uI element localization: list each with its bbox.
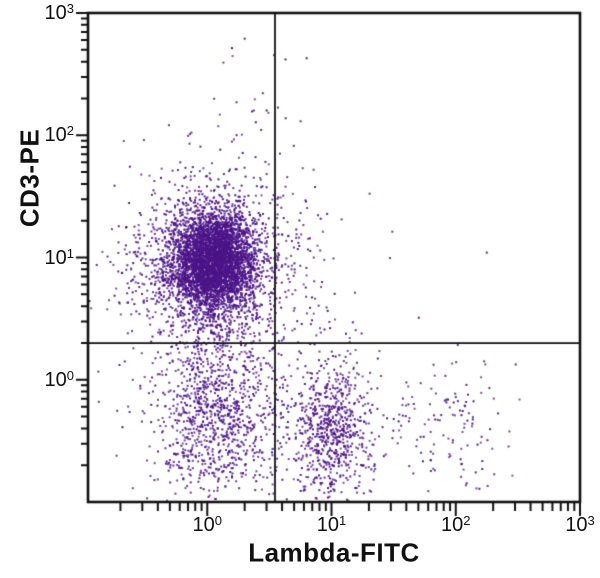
y-tick-label-10e2: 102 <box>44 123 74 147</box>
x-tick-label-10e2: 102 <box>441 513 471 536</box>
x-axis-title: Lambda-FITC <box>248 537 420 568</box>
y-tick-label-10e3: 103 <box>44 1 74 24</box>
y-tick-label-10e0: 100 <box>44 367 74 391</box>
y-axis-title: CD3-PE <box>14 128 45 228</box>
x-tick-label-10e0: 100 <box>192 513 223 536</box>
x-tick-label-10e1: 101 <box>316 513 347 536</box>
y-tick-label-10e1: 101 <box>44 245 74 269</box>
x-tick-label-10e3: 103 <box>565 513 595 536</box>
